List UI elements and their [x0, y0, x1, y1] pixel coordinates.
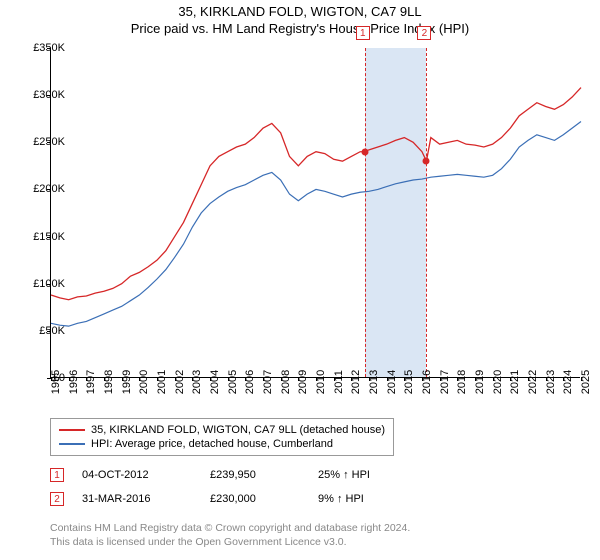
sale-price: £230,000 — [210, 493, 300, 505]
sale-marker-box: 2 — [417, 26, 431, 40]
legend-label: HPI: Average price, detached house, Cumb… — [91, 438, 333, 450]
x-axis-label: 2008 — [280, 370, 292, 394]
x-axis-label: 2009 — [297, 370, 309, 394]
x-axis-label: 1995 — [50, 370, 62, 394]
x-axis-label: 2004 — [209, 370, 221, 394]
y-axis-label: £250K — [33, 136, 65, 148]
sale-dot — [361, 148, 368, 155]
sale-row-marker: 1 — [50, 468, 64, 482]
sale-price: £239,950 — [210, 469, 300, 481]
title-block: 35, KIRKLAND FOLD, WIGTON, CA7 9LL Price… — [0, 0, 600, 38]
y-axis-label: £150K — [33, 231, 65, 243]
y-axis-label: £50K — [39, 325, 65, 337]
y-axis-label: £100K — [33, 278, 65, 290]
x-axis-label: 1997 — [85, 370, 97, 394]
sale-marker-box: 1 — [356, 26, 370, 40]
x-axis-label: 2025 — [580, 370, 592, 394]
x-axis-label: 2007 — [262, 370, 274, 394]
sale-marker-vline — [365, 48, 366, 377]
x-axis-label: 2005 — [227, 370, 239, 394]
legend-label: 35, KIRKLAND FOLD, WIGTON, CA7 9LL (deta… — [91, 424, 385, 436]
x-axis-label: 2000 — [138, 370, 150, 394]
sale-dot — [423, 158, 430, 165]
x-axis-label: 2020 — [492, 370, 504, 394]
x-axis-label: 2003 — [191, 370, 203, 394]
sale-delta: 9% ↑ HPI — [318, 493, 364, 505]
x-axis-label: 2018 — [456, 370, 468, 394]
x-axis-label: 2002 — [174, 370, 186, 394]
sale-marker-vline — [426, 48, 427, 377]
footnote-line1: Contains HM Land Registry data © Crown c… — [50, 522, 410, 536]
legend-box: 35, KIRKLAND FOLD, WIGTON, CA7 9LL (deta… — [50, 418, 394, 456]
series-line-red — [51, 88, 581, 300]
legend-row: 35, KIRKLAND FOLD, WIGTON, CA7 9LL (deta… — [59, 423, 385, 437]
x-axis-label: 2021 — [509, 370, 521, 394]
x-axis-label: 2017 — [439, 370, 451, 394]
footnote: Contains HM Land Registry data © Crown c… — [50, 522, 410, 549]
sale-delta: 25% ↑ HPI — [318, 469, 370, 481]
sale-row: 1 04-OCT-2012 £239,950 25% ↑ HPI — [50, 468, 370, 482]
sale-row-marker: 2 — [50, 492, 64, 506]
sale-date: 31-MAR-2016 — [82, 493, 192, 505]
x-axis-label: 2019 — [474, 370, 486, 394]
x-axis-label: 2024 — [562, 370, 574, 394]
legend-row: HPI: Average price, detached house, Cumb… — [59, 437, 385, 451]
x-axis-label: 1996 — [68, 370, 80, 394]
chart-plot-area — [50, 48, 580, 378]
x-axis-label: 1998 — [103, 370, 115, 394]
x-axis-label: 2006 — [244, 370, 256, 394]
x-axis-label: 2023 — [545, 370, 557, 394]
chart-container: 35, KIRKLAND FOLD, WIGTON, CA7 9LL Price… — [0, 0, 600, 560]
x-axis-label: 2012 — [350, 370, 362, 394]
x-axis-label: 2011 — [333, 370, 345, 394]
legend-swatch — [59, 429, 85, 431]
x-axis-label: 2013 — [368, 370, 380, 394]
chart-svg — [51, 48, 580, 377]
y-axis-label: £200K — [33, 183, 65, 195]
x-axis-label: 2022 — [527, 370, 539, 394]
sale-row: 2 31-MAR-2016 £230,000 9% ↑ HPI — [50, 492, 364, 506]
x-axis-label: 1999 — [121, 370, 133, 394]
legend-swatch — [59, 443, 85, 445]
x-axis-label: 2010 — [315, 370, 327, 394]
title-subtitle: Price paid vs. HM Land Registry's House … — [0, 19, 600, 36]
footnote-line2: This data is licensed under the Open Gov… — [50, 536, 410, 550]
sale-date: 04-OCT-2012 — [82, 469, 192, 481]
title-address: 35, KIRKLAND FOLD, WIGTON, CA7 9LL — [0, 4, 600, 19]
x-axis-label: 2014 — [386, 370, 398, 394]
x-axis-label: 2015 — [403, 370, 415, 394]
x-axis-label: 2001 — [156, 370, 168, 394]
x-axis-label: 2016 — [421, 370, 433, 394]
y-axis-label: £350K — [33, 42, 65, 54]
y-axis-label: £300K — [33, 89, 65, 101]
